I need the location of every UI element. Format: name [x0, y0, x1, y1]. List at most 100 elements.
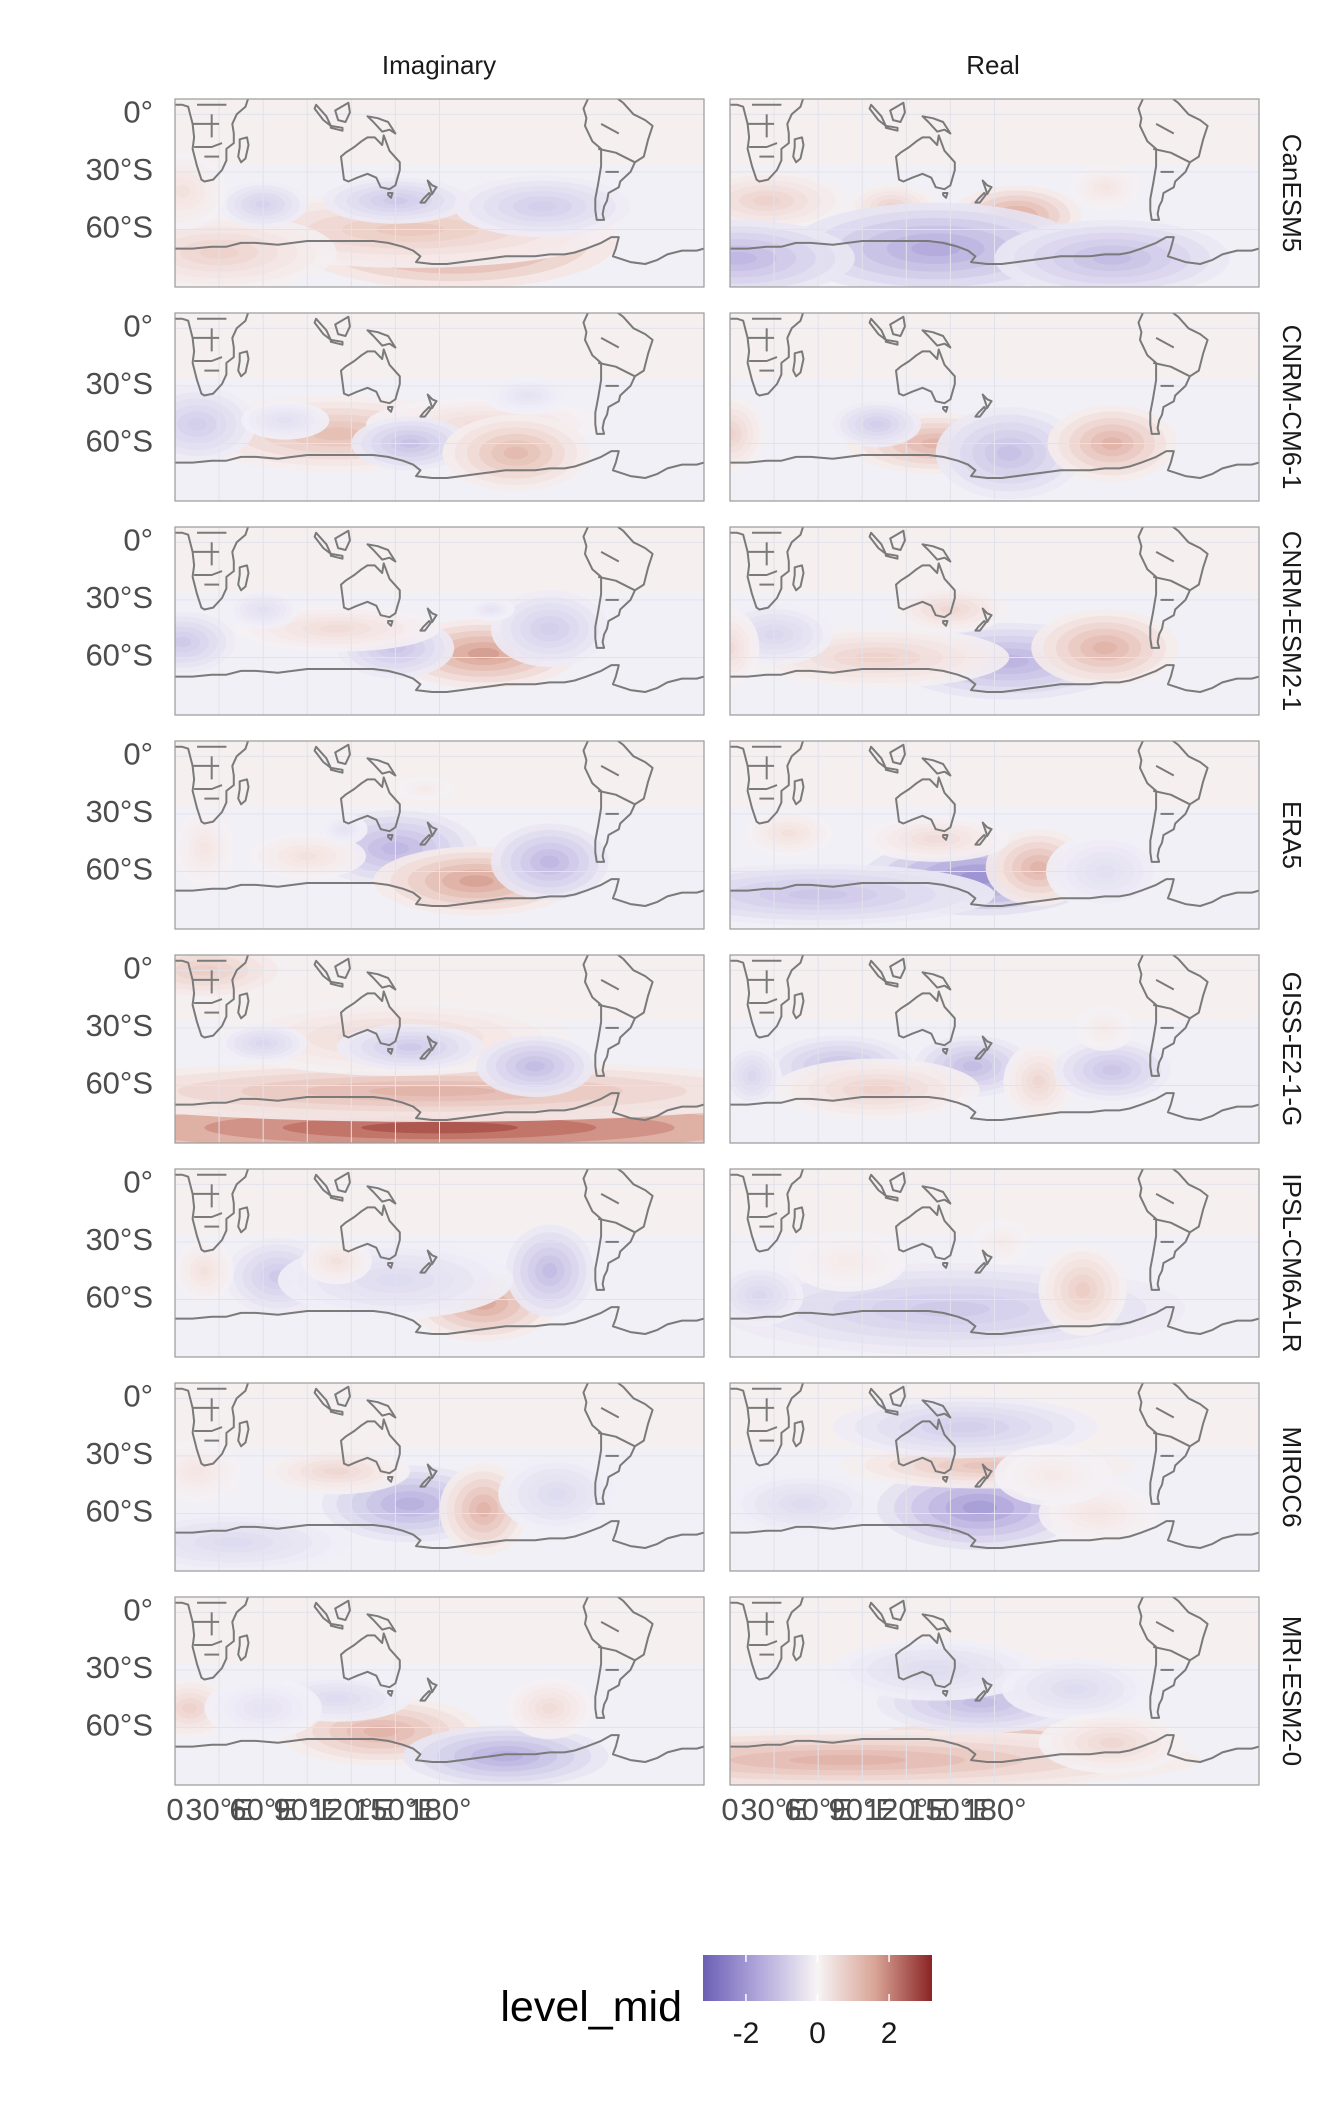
panel-cnrm-cm6-1-imaginary — [174, 294, 705, 502]
panel-frame — [174, 98, 705, 288]
contour-level — [791, 1498, 816, 1509]
coastline-new-zealand-south — [419, 620, 432, 632]
coastline-south-america — [1137, 955, 1209, 1077]
coastline-new-zealand-south — [419, 1476, 432, 1488]
coastline-madagascar — [792, 350, 805, 378]
contour-level — [419, 787, 430, 791]
y-tick-label: 60°S — [85, 1708, 153, 1743]
contour-level — [395, 1497, 425, 1511]
coastline-sumatra — [868, 745, 887, 769]
coastline-new-zealand-south — [974, 406, 987, 418]
border-south-america — [1155, 123, 1175, 135]
coastline-java — [884, 124, 899, 132]
contour-level — [1063, 1683, 1088, 1695]
coastline-south-america — [582, 1383, 654, 1505]
coastline-new-zealand-north — [981, 1463, 993, 1479]
coastline-java — [329, 124, 344, 132]
panel-frame — [174, 1168, 705, 1358]
border-africa — [730, 508, 759, 514]
contour-level — [1102, 1064, 1122, 1076]
coastline-south-america — [582, 955, 654, 1077]
coastline-tasmania — [387, 192, 394, 199]
panel-cnrm-cm6-1-real — [729, 312, 1260, 502]
coastline-australia — [895, 1204, 956, 1261]
coastline-south-america — [1137, 527, 1209, 649]
coastline-new-zealand-north — [981, 607, 993, 623]
contour-level — [340, 826, 348, 832]
y-tick-label: 30°S — [85, 1650, 153, 1685]
coastline-africa — [175, 527, 250, 611]
coastline-new-zealand-south — [419, 406, 432, 418]
row-label: CNRM-ESM2-1 — [1277, 531, 1307, 712]
coastline-tasmania — [387, 406, 394, 413]
border-africa — [749, 142, 778, 148]
coastline-antarctica — [175, 236, 704, 265]
coastline-africa — [175, 1383, 250, 1467]
coastline-south-america — [1137, 1597, 1209, 1719]
coastline-java — [884, 766, 899, 774]
coastline-south-america — [582, 1597, 654, 1719]
coastline-new-zealand-north — [981, 1677, 993, 1693]
coastline-borneo — [889, 957, 906, 979]
coastline-tasmania — [942, 1476, 949, 1483]
contour-level — [542, 1263, 558, 1279]
border-south-america — [1152, 1431, 1191, 1448]
border-south-america — [600, 123, 620, 135]
legend-tick-label: -2 — [733, 2017, 760, 2050]
contour-level — [539, 622, 560, 636]
contour-level — [547, 1487, 567, 1501]
coastline-borneo — [889, 315, 906, 337]
coastline-south-america — [582, 99, 654, 221]
row-label: IPSL-CM6A-LR — [1277, 1173, 1307, 1352]
coastline-madagascar — [237, 992, 250, 1020]
x-tick-label: 90°E — [273, 1792, 341, 1827]
border-south-america — [1155, 1621, 1175, 1633]
panel-ipsl-cm6a-lr-imaginary — [174, 1168, 705, 1358]
coastline-south-america — [1137, 1383, 1209, 1505]
coastline-africa — [730, 313, 805, 397]
border-south-america — [1152, 1645, 1191, 1662]
coastline-borneo — [334, 1171, 351, 1193]
border-south-america — [1152, 1217, 1191, 1234]
coastline-new-guinea — [921, 757, 952, 777]
contour-level — [869, 420, 885, 429]
column-header-imaginary: Imaginary — [382, 50, 496, 80]
border-africa — [175, 936, 204, 942]
contour-level — [943, 1422, 988, 1433]
coastline-sumatra — [313, 1601, 332, 1625]
panel-frame — [729, 1382, 1260, 1572]
coastline-new-zealand-north — [426, 1463, 438, 1479]
border-africa — [194, 1212, 223, 1218]
contour-level — [962, 1697, 997, 1708]
coastline-new-zealand-north — [426, 607, 438, 623]
contour-level — [837, 1255, 858, 1267]
contour-level — [859, 1084, 895, 1095]
contour-level — [1099, 1737, 1125, 1748]
coastline-java — [884, 1622, 899, 1630]
coastline-antarctica — [175, 450, 704, 479]
row-label: ERA5 — [1277, 801, 1307, 869]
x-tick-label: 90°E — [828, 1792, 896, 1827]
coastline-new-zealand-north — [426, 1035, 438, 1051]
panel-canesm5-real — [729, 98, 1260, 288]
coastline-sumatra — [868, 531, 887, 555]
coastline-madagascar — [792, 992, 805, 1020]
border-africa — [175, 294, 204, 300]
coastline-new-guinea — [921, 543, 952, 563]
contour-level — [277, 417, 293, 424]
contour-level — [324, 1467, 349, 1476]
y-tick-label: 60°S — [85, 638, 153, 673]
coastline-new-guinea — [366, 329, 397, 349]
coastline-africa — [730, 741, 805, 825]
contour-level — [312, 427, 362, 441]
coastline-borneo — [889, 743, 906, 765]
coastline-new-zealand-north — [981, 821, 993, 837]
coastline-africa — [175, 1169, 250, 1253]
border-south-america — [600, 551, 620, 563]
coastline-tasmania — [942, 192, 949, 199]
x-tick-label: 180° — [962, 1792, 1026, 1827]
border-south-america — [597, 1003, 636, 1020]
row-label: CNRM-CM6-1 — [1277, 325, 1307, 490]
contour-level — [527, 201, 558, 212]
